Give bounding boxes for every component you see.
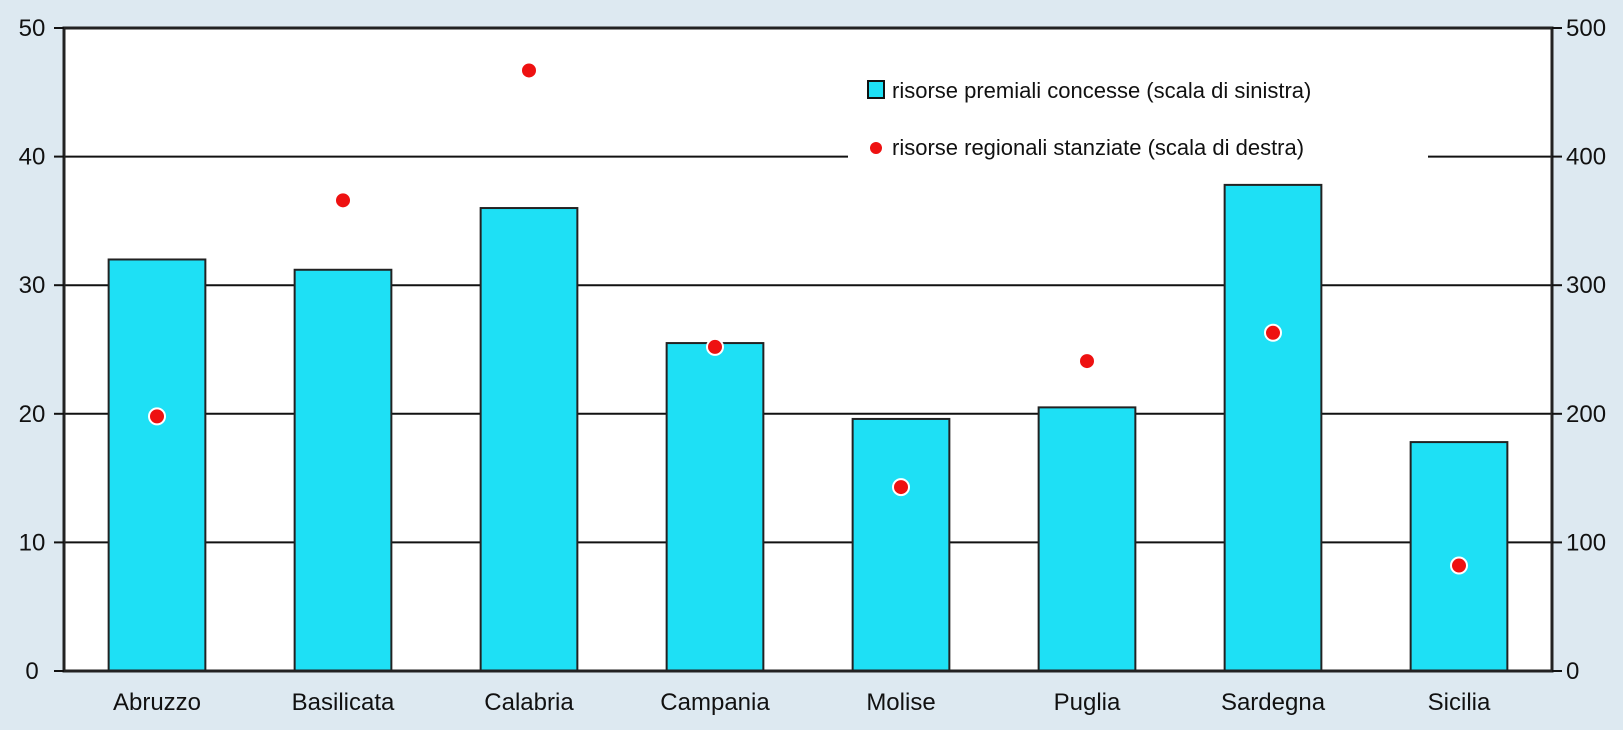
category-label: Basilicata [292, 689, 395, 716]
data-point [520, 61, 538, 80]
category-label: Calabria [484, 689, 574, 716]
bar [107, 258, 207, 672]
bar [851, 417, 951, 672]
bar [1037, 406, 1137, 672]
left-tick-label: 20 [19, 401, 46, 428]
category-label: Sardegna [1221, 689, 1326, 716]
bars [107, 183, 1509, 673]
left-tick-label: 10 [19, 529, 46, 556]
data-point [334, 191, 352, 210]
data-point [1450, 556, 1468, 575]
data-point [1264, 323, 1282, 342]
category-label: Abruzzo [113, 689, 201, 716]
bar [665, 342, 765, 672]
right-tick-label: 200 [1566, 401, 1606, 428]
legend-bar-swatch [867, 80, 885, 99]
right-tick-label: 300 [1566, 272, 1606, 299]
data-point [1078, 352, 1096, 371]
left-tick-label: 0 [25, 658, 38, 685]
legend-label-bars: risorse premiali concesse (scala di sini… [892, 78, 1311, 103]
bar [1223, 183, 1323, 672]
data-point [892, 478, 910, 497]
left-tick-label: 40 [19, 144, 46, 171]
data-point [706, 337, 724, 356]
right-axis: 0 100 200 300 400 500 [1552, 15, 1606, 685]
category-label: Molise [866, 689, 935, 716]
category-label: Campania [660, 689, 770, 716]
left-tick-label: 50 [19, 15, 46, 42]
legend-point-swatch [870, 142, 882, 154]
legend: risorse premiali concesse (scala di sini… [848, 62, 1428, 170]
legend-label-points: risorse regionali stanziate (scala di de… [892, 135, 1304, 160]
right-tick-label: 400 [1566, 144, 1606, 171]
right-tick-label: 100 [1566, 529, 1606, 556]
points [148, 61, 1468, 575]
category-label: Puglia [1054, 689, 1121, 716]
plot-frame [62, 26, 1554, 673]
left-tick-label: 30 [19, 272, 46, 299]
right-tick-label: 0 [1566, 658, 1579, 685]
bar [293, 268, 393, 672]
left-axis: 0 10 20 30 40 50 [19, 15, 64, 685]
x-axis: Abruzzo Basilicata Calabria Campania Molise P… [113, 689, 1491, 716]
data-point [148, 407, 166, 426]
bar [479, 207, 579, 672]
right-tick-label: 500 [1566, 15, 1606, 42]
bar [1409, 441, 1509, 673]
legend-background [848, 62, 1428, 170]
category-label: Sicilia [1428, 689, 1491, 716]
